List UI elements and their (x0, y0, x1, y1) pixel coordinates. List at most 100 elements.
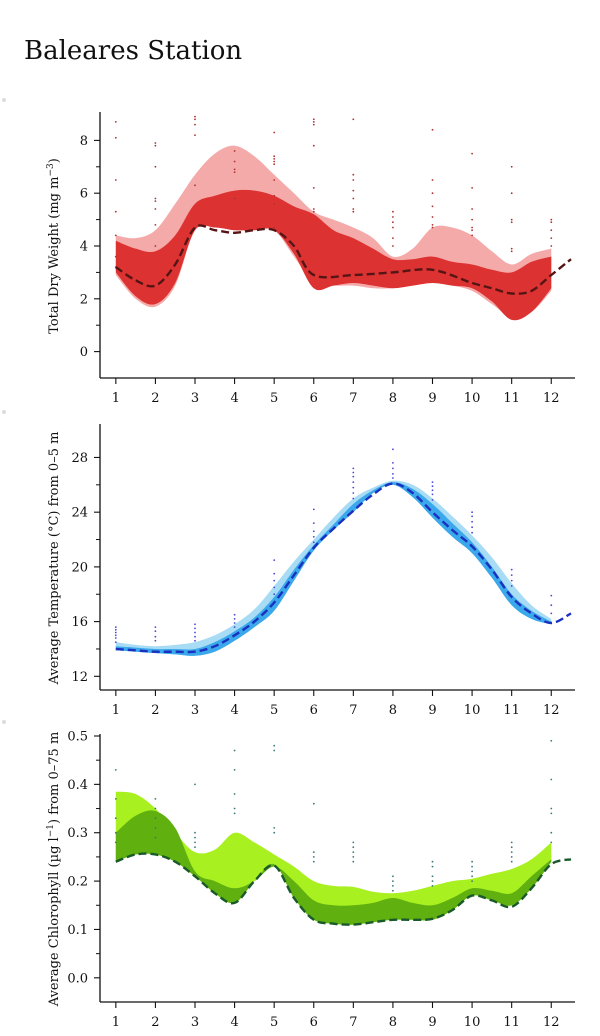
chlorophyll-observation-point (471, 865, 473, 868)
chlorophyll-observation-point (114, 817, 117, 820)
chlorophyll-x-tick-label: 3 (191, 1015, 199, 1030)
dry-weight-observation-point (154, 208, 157, 210)
chlorophyll-observation-point (352, 841, 355, 844)
dry-weight-y-tick-label: 8 (80, 134, 88, 149)
dry-weight-observation-point (273, 158, 276, 160)
chlorophyll-observation-point (154, 836, 157, 839)
chlorophyll-x-tick-label: 11 (503, 1015, 520, 1030)
chlorophyll-observation-point (352, 856, 355, 858)
dry-weight-observation-point (392, 226, 394, 229)
dry-weight-observation-point (273, 155, 276, 158)
temperature-y-axis-label: Average Temperature (°C) from 0–5 m (47, 432, 62, 686)
temperature-median-line (115, 482, 572, 654)
dry-weight-y-tick-label: 0 (80, 345, 88, 360)
temperature-observation-point (510, 574, 513, 576)
chlorophyll-observation-point (510, 860, 513, 863)
temperature-observation-point (392, 462, 394, 464)
dry-weight-y-axis-label: Total Dry Weight (mg m−3) (46, 158, 62, 334)
dry-weight-observation-point (233, 197, 236, 200)
temperature-observation-point (194, 635, 196, 638)
temperature-observation-point (312, 535, 315, 538)
dry-weight-observation-point (154, 165, 157, 168)
chlorophyll-observation-point (471, 860, 473, 863)
dry-weight-observation-point (392, 221, 394, 224)
dry-weight-observation-point (312, 121, 315, 123)
dry-weight-observation-point (550, 245, 553, 247)
dry-weight-observation-point (510, 247, 513, 250)
dry-weight-observation-point (273, 163, 276, 166)
dry-weight-x-tick-label: 4 (230, 391, 238, 406)
chlorophyll-x-tick-label: 4 (230, 1015, 238, 1030)
dry-weight-observation-point (392, 210, 394, 213)
chlorophyll-observation-point (273, 744, 276, 747)
temperature-observation-point (392, 448, 394, 451)
dry-weight-observation-point (233, 171, 236, 173)
dry-weight-observation-point (114, 234, 117, 237)
chlorophyll-x-tick-label: 12 (543, 1015, 560, 1030)
dry-weight-observation-point (510, 192, 513, 195)
chlorophyll-observation-point (431, 860, 434, 863)
chlorophyll-observation-point (233, 807, 236, 810)
temperature-observation-point (273, 586, 276, 589)
temperature-observation-point (510, 585, 513, 587)
chlorophyll-observation-point (114, 798, 117, 800)
temperature-observation-point (352, 481, 355, 483)
dry-weight-observation-point (154, 197, 157, 200)
dry-weight-observation-point (312, 123, 315, 126)
chlorophyll-y-tick-label: 0.3 (67, 826, 88, 841)
dry-weight-observation-point (352, 208, 355, 210)
dry-weight-observation-point (431, 128, 434, 131)
dry-weight-x-tick-label: 3 (191, 391, 199, 406)
dry-weight-observation-point (431, 179, 434, 181)
temperature-observation-point (550, 594, 553, 597)
page-title: Baleares Station (24, 36, 243, 66)
temperature-observation-point (312, 541, 315, 544)
chlorophyll-observation-point (352, 860, 355, 863)
temperature-x-tick-label: 9 (428, 703, 436, 718)
temperature-observation-point (431, 493, 434, 496)
dry-weight-observation-point (352, 197, 355, 200)
temperature-observation-point (114, 628, 117, 631)
dry-weight-observation-point (194, 134, 196, 136)
dry-weight-x-tick-label: 8 (389, 391, 397, 406)
dry-weight-observation-point (154, 245, 157, 247)
chlorophyll-x-tick-label: 10 (464, 1015, 481, 1030)
dry-weight-observation-point (312, 118, 315, 121)
chlorophyll-observation-point (392, 889, 394, 892)
temperature-observation-point (471, 520, 473, 523)
dry-weight-observation-point (312, 144, 315, 147)
chlorophyll-observation-point (154, 807, 157, 810)
temperature-observation-point (273, 593, 276, 596)
dry-weight-observation-point (194, 115, 196, 118)
dry-weight-observation-point (510, 250, 513, 253)
temperature-observation-point (431, 489, 434, 492)
chlorophyll-observation-point (392, 875, 394, 878)
chlorophyll-observation-point (312, 802, 315, 805)
dry-weight-observation-point (154, 200, 157, 202)
chlorophyll-y-axis-label: Average Chlorophyll (µg l−1) from 0–75 m (46, 732, 62, 1008)
dry-weight-x-tick-label: 1 (112, 391, 120, 406)
chlorophyll-observation-point (510, 851, 513, 853)
chlorophyll-observation-point (510, 846, 513, 849)
dry-weight-observation-point (273, 226, 276, 229)
dry-weight-observation-point (233, 168, 236, 171)
dry-weight-observation-point (471, 187, 473, 189)
chlorophyll-x-tick-label: 2 (151, 1015, 159, 1030)
dry-weight-observation-point (154, 142, 157, 144)
temperature-observation-point (431, 485, 434, 488)
temperature-observation-point (392, 467, 394, 470)
chlorophyll-observation-point (312, 851, 315, 853)
dry-weight-observation-point (312, 187, 315, 189)
dry-weight-observation-point (392, 245, 394, 247)
chlorophyll-observation-point (471, 870, 473, 873)
dry-weight-observation-point (471, 226, 473, 229)
chlorophyll-observation-point (233, 749, 236, 752)
chlorophyll-observation-point (471, 875, 473, 878)
dry-weight-observation-point (550, 218, 553, 221)
temperature-observation-point (312, 530, 315, 533)
dry-weight-observation-point (471, 152, 473, 155)
temperature-observation-point (352, 475, 355, 478)
dry-weight-observation-point (431, 226, 434, 229)
dry-weight-inner-band (115, 189, 552, 321)
